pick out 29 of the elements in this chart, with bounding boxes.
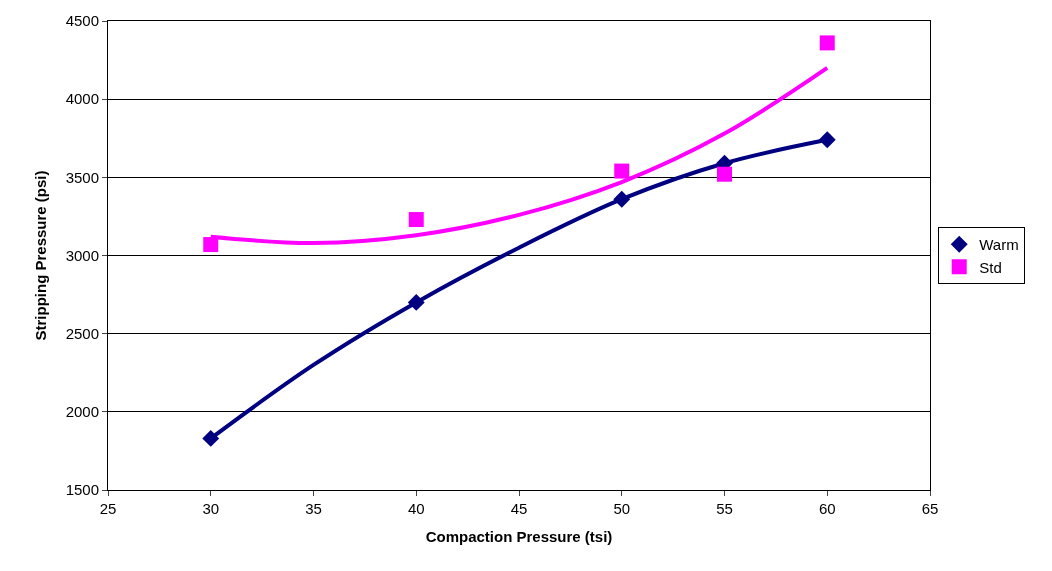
y-tick-label: 1500 (65, 481, 99, 499)
y-tick-label: 4000 (65, 90, 99, 108)
y-axis-title: Stripping Pressure (psi) (31, 170, 49, 341)
x-tick-label: 35 (305, 500, 322, 517)
point (408, 212, 424, 228)
x-tick-label: 55 (716, 500, 733, 517)
x-tick-label: 45 (510, 500, 528, 517)
point (202, 429, 220, 447)
point (819, 35, 835, 51)
point (203, 237, 219, 253)
x-tick-label: 25 (99, 500, 117, 517)
y-tick-label: 3000 (65, 246, 99, 264)
x-tick-label: 30 (202, 500, 220, 517)
x-axis-title: Compaction Pressure (tsi) (425, 528, 613, 545)
x-tick-label: 40 (407, 500, 425, 517)
y-tick-label: 2000 (65, 403, 99, 421)
y-tick-label: 4500 (65, 12, 99, 30)
point (614, 163, 630, 179)
point (407, 293, 425, 311)
legend-label: Std (979, 258, 1002, 276)
y-tick-label: 3500 (65, 168, 99, 186)
x-tick-label: 65 (921, 500, 939, 517)
y-tick-label: 2500 (65, 324, 99, 342)
point (717, 166, 732, 182)
x-tick-label: 50 (613, 500, 631, 517)
point (613, 190, 631, 208)
legend-label: Warm (979, 236, 1019, 254)
point (818, 131, 836, 149)
x-tick-label: 60 (818, 500, 836, 517)
